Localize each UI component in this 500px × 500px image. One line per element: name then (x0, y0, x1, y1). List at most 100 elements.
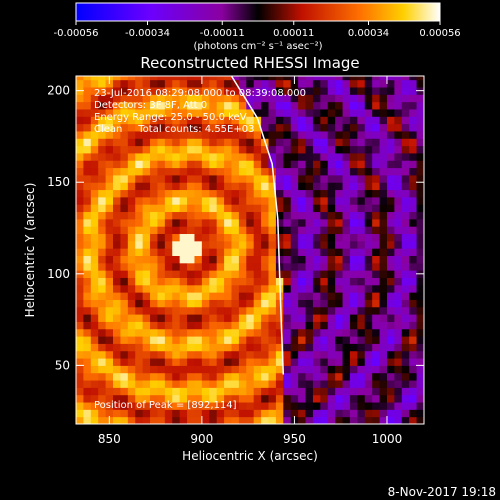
heatmap-cell (372, 86, 381, 95)
heatmap-cell (98, 270, 107, 278)
heatmap-cell (342, 240, 351, 249)
heatmap-cell (246, 409, 255, 418)
heatmap-cell (357, 306, 366, 315)
heatmap-cell (201, 321, 210, 330)
heatmap-cell (349, 101, 358, 110)
heatmap-cell (187, 409, 195, 418)
heatmap-cell (194, 160, 203, 169)
heatmap-cell (76, 233, 84, 242)
heatmap-cell (98, 94, 107, 103)
heatmap-cell (194, 416, 203, 424)
heatmap-cell (172, 402, 181, 410)
heatmap-cell (231, 328, 240, 337)
heatmap-cell (401, 306, 410, 315)
heatmap-cell (142, 204, 151, 213)
heatmap-cell (127, 76, 136, 81)
heatmap-cell (342, 336, 351, 344)
heatmap-cell (135, 145, 144, 154)
heatmap-cell (372, 277, 381, 286)
heatmap-cell (246, 284, 255, 293)
heatmap-cell (142, 145, 151, 154)
heatmap-cell (172, 226, 181, 235)
heatmap-cell (142, 174, 151, 183)
heatmap-cell (135, 372, 144, 381)
heatmap-cell (172, 409, 181, 418)
heatmap-cell (246, 108, 255, 117)
heatmap-cell (401, 394, 410, 403)
heatmap-cell (98, 130, 107, 139)
heatmap-cell (142, 211, 151, 220)
heatmap-cell (164, 226, 173, 235)
heatmap-cell (120, 130, 129, 139)
heatmap-cell (357, 365, 366, 374)
heatmap-cell (386, 336, 395, 344)
heatmap-cell (290, 321, 299, 330)
heatmap-cell (386, 255, 395, 264)
heatmap-cell (224, 365, 232, 374)
heatmap-cell (283, 182, 292, 191)
heatmap-cell (261, 182, 270, 191)
heatmap-cell (394, 350, 403, 359)
heatmap-cell (335, 101, 344, 110)
heatmap-cell (127, 233, 136, 242)
heatmap-cell (216, 226, 225, 235)
heatmap-cell (90, 387, 99, 396)
heatmap-cell (157, 167, 166, 176)
heatmap-cell (394, 167, 403, 176)
heatmap-cell (416, 204, 424, 213)
heatmap-cell (216, 394, 225, 403)
heatmap-cell (335, 255, 344, 264)
heatmap-cell (187, 299, 195, 308)
heatmap-cell (416, 76, 424, 81)
heatmap-cell (157, 358, 166, 366)
heatmap-cell (216, 233, 225, 242)
heatmap-cell (372, 372, 381, 381)
heatmap-cell (327, 277, 336, 286)
heatmap-cell (105, 130, 114, 139)
heatmap-cell (179, 365, 188, 374)
heatmap-cell (157, 152, 166, 161)
heatmap-cell (320, 255, 329, 264)
heatmap-cell (364, 240, 373, 249)
heatmap-cell (98, 380, 107, 388)
heatmap-cell (409, 277, 418, 286)
heatmap-cell (83, 394, 92, 403)
heatmap-cell (305, 416, 314, 424)
heatmap-cell (379, 306, 388, 315)
heatmap-cell (253, 86, 262, 95)
heatmap-cell (224, 240, 232, 249)
heatmap-cell (172, 314, 181, 322)
heatmap-cell (253, 336, 262, 344)
heatmap-cell (76, 94, 84, 103)
heatmap-cell (335, 409, 344, 418)
heatmap-cell (142, 409, 151, 418)
heatmap-cell (157, 321, 166, 330)
heatmap-cell (275, 196, 284, 205)
heatmap-cell (342, 123, 351, 132)
heatmap-cell (275, 240, 284, 249)
heatmap-cell (216, 86, 225, 95)
heatmap-cell (209, 196, 218, 205)
heatmap-cell (261, 380, 270, 388)
heatmap-cell (416, 130, 424, 139)
heatmap-cell (394, 255, 403, 264)
heatmap-cell (83, 130, 92, 139)
heatmap-cell (83, 314, 92, 322)
heatmap-cell (298, 416, 307, 424)
heatmap-cell (150, 336, 158, 344)
heatmap-cell (312, 138, 321, 147)
heatmap-cell (379, 86, 388, 95)
heatmap-cell (409, 130, 418, 139)
heatmap-cell (209, 145, 218, 154)
y-tick-label: 200 (47, 84, 70, 98)
heatmap-cell (320, 336, 329, 344)
heatmap-cell (120, 108, 129, 117)
heatmap-cell (312, 94, 321, 103)
heatmap-cell (164, 299, 173, 308)
heatmap-cell (172, 218, 181, 227)
heatmap-cell (394, 174, 403, 183)
heatmap-cell (416, 138, 424, 147)
heatmap-cell (349, 358, 358, 366)
heatmap-cell (216, 138, 225, 147)
heatmap-cell (90, 145, 99, 154)
